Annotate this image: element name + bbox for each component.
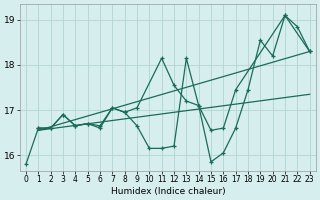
X-axis label: Humidex (Indice chaleur): Humidex (Indice chaleur): [110, 187, 225, 196]
